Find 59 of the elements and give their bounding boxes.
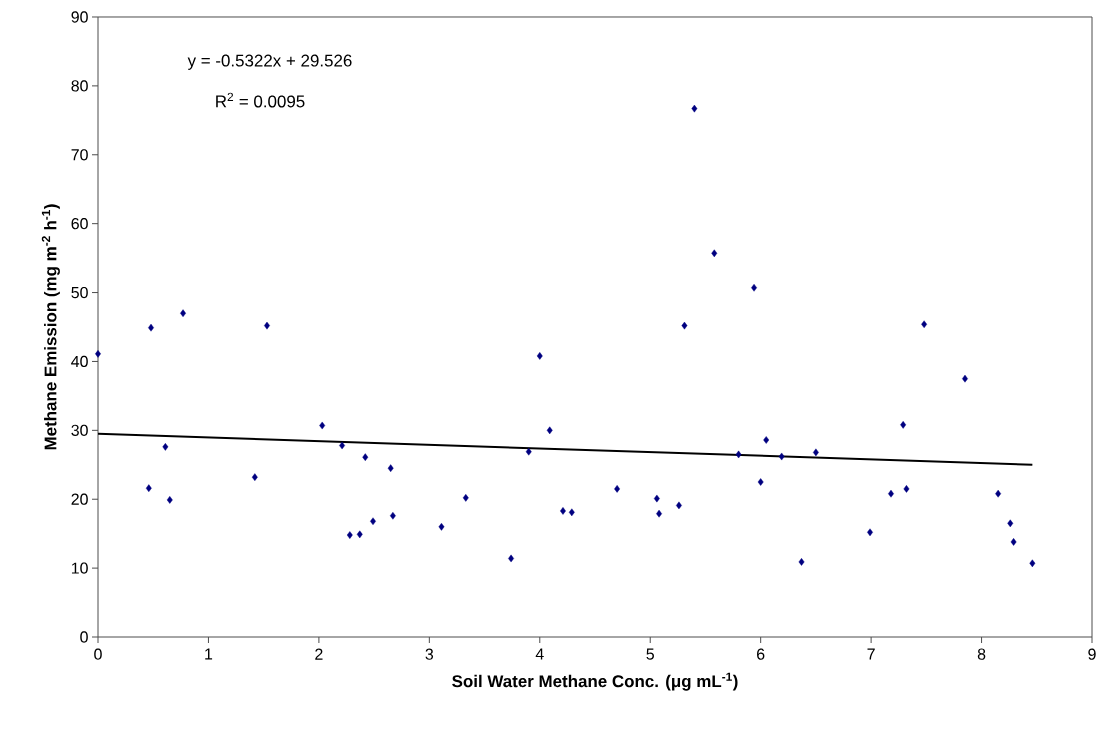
- x-tick-label: 2: [315, 648, 323, 660]
- point: [560, 507, 566, 515]
- y-tick-label: 50: [71, 286, 88, 299]
- point: [1010, 538, 1017, 546]
- point: [1029, 559, 1036, 568]
- y-tick-label: 60: [71, 218, 88, 230]
- point: [614, 485, 620, 493]
- point: [145, 484, 152, 492]
- point: [568, 508, 575, 517]
- x-tick-label: 3: [425, 648, 434, 660]
- y-axis-title: Methane Emission (mg m$^{-2}$ h$^{-1}$): [41, 204, 60, 450]
- point: [95, 350, 101, 358]
- point: [798, 558, 805, 566]
- point: [735, 450, 742, 459]
- y-tick-label: 0: [80, 631, 88, 643]
- point: [362, 453, 369, 461]
- point: [387, 464, 394, 473]
- point: [251, 473, 258, 481]
- point: [1007, 519, 1014, 528]
- point: [921, 320, 928, 329]
- point: [546, 426, 553, 435]
- y-tick-label: 80: [71, 80, 88, 92]
- x-tick-label: 5: [646, 648, 654, 660]
- point: [995, 489, 1002, 498]
- y-tick-label: 70: [71, 149, 88, 161]
- x-tick-label: 9: [1088, 648, 1096, 660]
- point: [438, 522, 445, 531]
- point: [900, 421, 907, 429]
- x-tick-label: 1: [205, 648, 213, 660]
- point: [691, 104, 698, 113]
- annotation: R$^{2}$ = 0.0095: [216, 92, 305, 108]
- y-tick-label: 20: [71, 493, 88, 505]
- x-tick-label: 4: [535, 648, 544, 660]
- point: [162, 443, 169, 451]
- annotation: y = -0.5322x + 29.526: [187, 54, 352, 70]
- y-tick-label: 10: [71, 562, 88, 574]
- x-axis-title: Soil Water Methane Conc. (μg mL$^{-1}$): [452, 672, 738, 691]
- point: [356, 530, 363, 539]
- point: [389, 511, 396, 520]
- y-tick-label: 40: [71, 355, 88, 368]
- point: [763, 436, 770, 444]
- point: [536, 352, 543, 360]
- point: [681, 321, 688, 330]
- x-tick-label: 0: [94, 648, 102, 660]
- point: [525, 447, 532, 456]
- x-tick-label: 7: [867, 648, 875, 660]
- point: [346, 531, 353, 539]
- x-tick-label: 8: [977, 648, 986, 660]
- point: [711, 249, 718, 258]
- point: [757, 478, 764, 486]
- x-tick-label: 6: [757, 648, 765, 660]
- y-tick-label: 30: [71, 424, 88, 436]
- point: [462, 494, 469, 502]
- point: [166, 496, 173, 504]
- y-tick-label: 90: [71, 11, 88, 23]
- point: [778, 452, 785, 461]
- point: [653, 494, 660, 503]
- point: [903, 485, 910, 493]
- point: [319, 421, 326, 430]
